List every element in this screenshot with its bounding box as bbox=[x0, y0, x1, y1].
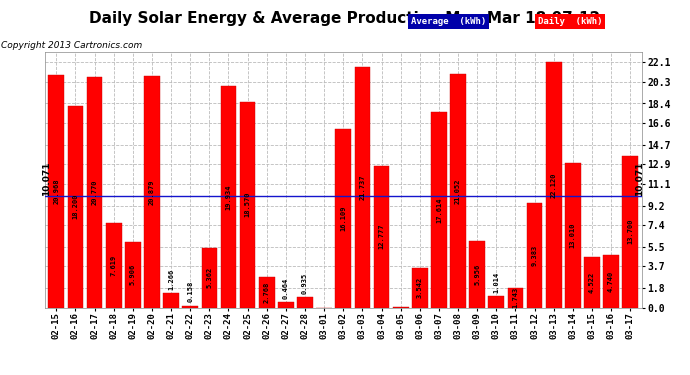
Text: 4.740: 4.740 bbox=[608, 271, 614, 292]
Bar bbox=[355, 66, 371, 308]
Text: 13.010: 13.010 bbox=[570, 223, 576, 248]
Bar bbox=[412, 268, 428, 308]
Bar bbox=[431, 112, 446, 308]
Text: 21.737: 21.737 bbox=[359, 174, 366, 200]
Text: 10.071: 10.071 bbox=[42, 161, 51, 196]
Bar bbox=[201, 248, 217, 308]
Bar bbox=[125, 242, 141, 308]
Text: 1.743: 1.743 bbox=[513, 287, 518, 309]
Text: Daily  (kWh): Daily (kWh) bbox=[538, 17, 602, 26]
Text: 5.362: 5.362 bbox=[206, 267, 213, 288]
Text: 16.109: 16.109 bbox=[340, 206, 346, 231]
Bar bbox=[48, 75, 64, 307]
Bar bbox=[546, 62, 562, 308]
Text: 12.777: 12.777 bbox=[379, 224, 384, 249]
Bar bbox=[164, 294, 179, 308]
Bar bbox=[526, 204, 542, 308]
Text: 4.522: 4.522 bbox=[589, 272, 595, 293]
Bar bbox=[450, 74, 466, 307]
Text: 5.906: 5.906 bbox=[130, 264, 136, 285]
Text: 2.768: 2.768 bbox=[264, 282, 270, 303]
Bar bbox=[87, 77, 102, 308]
Text: 10.071: 10.071 bbox=[635, 161, 644, 196]
Text: Average  (kWh): Average (kWh) bbox=[411, 17, 486, 26]
Bar bbox=[508, 288, 523, 308]
Bar bbox=[603, 255, 619, 308]
Bar bbox=[240, 102, 255, 308]
Text: 0.464: 0.464 bbox=[283, 278, 289, 299]
Text: 18.570: 18.570 bbox=[245, 192, 250, 217]
Text: 3.542: 3.542 bbox=[417, 277, 423, 298]
Bar bbox=[221, 87, 237, 308]
Text: 0.935: 0.935 bbox=[302, 273, 308, 294]
Bar bbox=[144, 76, 160, 308]
Text: 20.968: 20.968 bbox=[53, 178, 59, 204]
Bar bbox=[182, 306, 198, 308]
Bar bbox=[622, 156, 638, 308]
Text: 22.120: 22.120 bbox=[551, 172, 557, 198]
Bar bbox=[68, 106, 83, 308]
Text: 20.879: 20.879 bbox=[149, 179, 155, 204]
Text: 17.614: 17.614 bbox=[436, 197, 442, 223]
Text: 9.383: 9.383 bbox=[531, 245, 538, 266]
Bar bbox=[106, 223, 121, 308]
Text: Daily Solar Energy & Average Production Mon Mar 18 07:12: Daily Solar Energy & Average Production … bbox=[90, 11, 600, 26]
Text: 20.770: 20.770 bbox=[92, 180, 97, 205]
Bar bbox=[374, 166, 389, 308]
Bar bbox=[565, 163, 581, 308]
Text: 21.052: 21.052 bbox=[455, 178, 461, 204]
Text: 18.200: 18.200 bbox=[72, 194, 79, 219]
Text: 0.158: 0.158 bbox=[187, 281, 193, 302]
Bar bbox=[297, 297, 313, 307]
Text: 5.956: 5.956 bbox=[474, 264, 480, 285]
Text: 19.934: 19.934 bbox=[226, 184, 232, 210]
Bar bbox=[584, 257, 600, 307]
Text: 7.619: 7.619 bbox=[110, 255, 117, 276]
Bar bbox=[469, 242, 485, 308]
Bar bbox=[335, 129, 351, 308]
Bar bbox=[489, 296, 504, 307]
Text: 13.700: 13.700 bbox=[627, 219, 633, 244]
Text: 1.014: 1.014 bbox=[493, 272, 500, 293]
Bar bbox=[259, 277, 275, 308]
Bar bbox=[278, 302, 294, 307]
Text: 1.266: 1.266 bbox=[168, 269, 174, 290]
Text: Copyright 2013 Cartronics.com: Copyright 2013 Cartronics.com bbox=[1, 41, 143, 50]
